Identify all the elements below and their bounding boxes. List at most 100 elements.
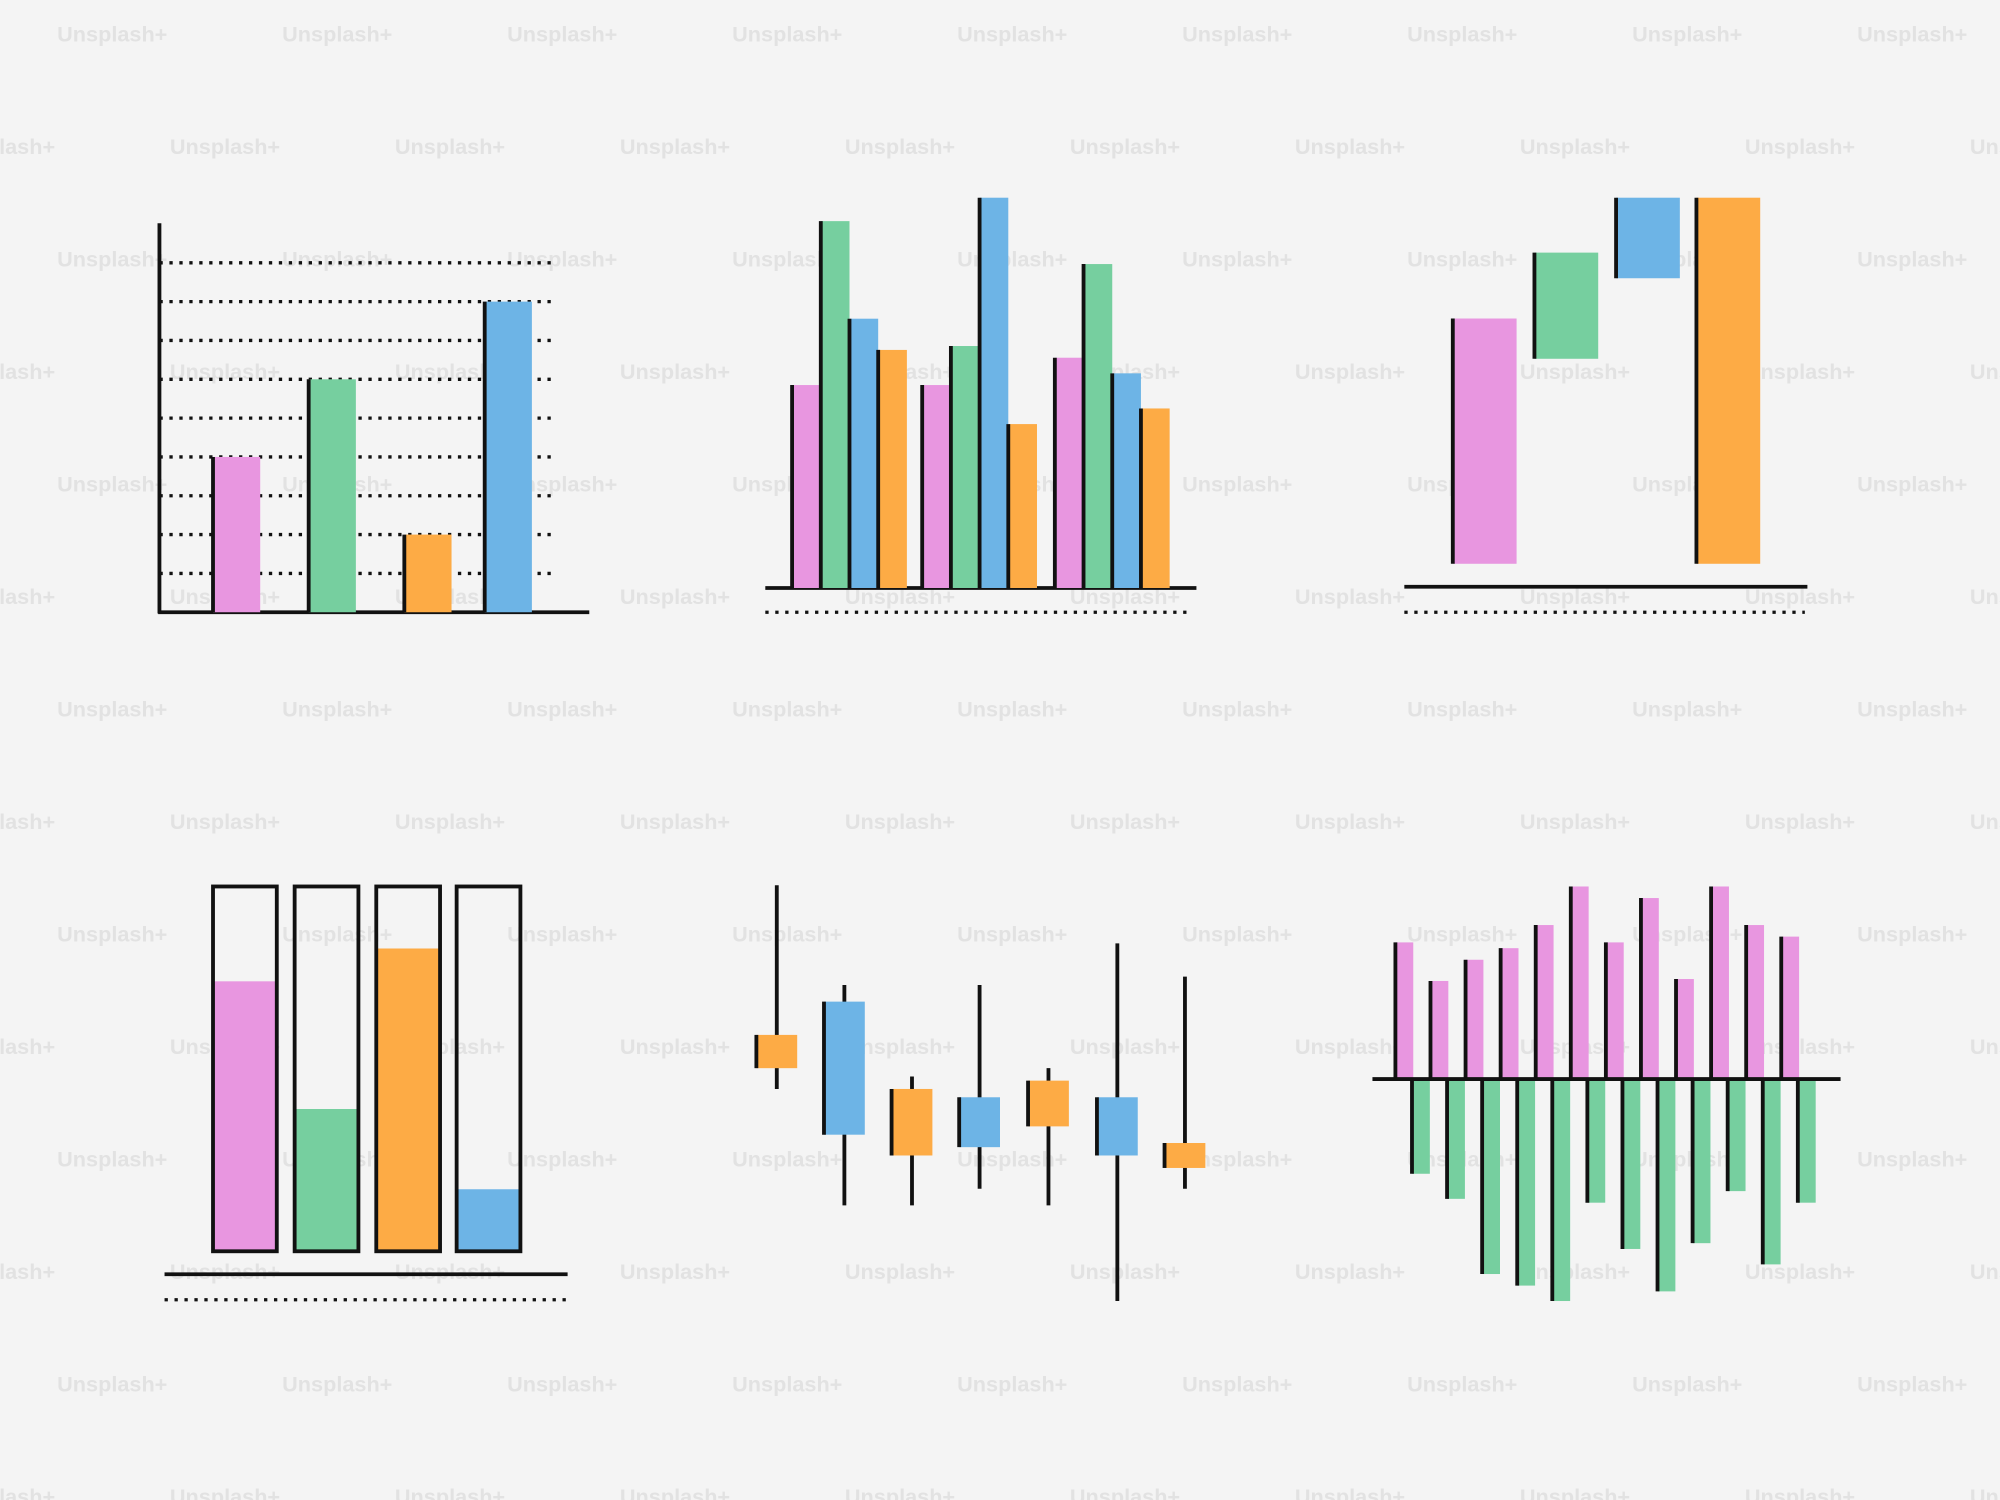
candle-body [959, 1097, 1000, 1148]
watermark: Unsplash+ [395, 809, 505, 834]
bar [1452, 318, 1517, 564]
bar-frame [454, 884, 523, 1254]
watermark: Unsplash+ [957, 696, 1067, 721]
watermark: Unsplash+ [507, 21, 617, 46]
watermark: Unsplash+ [620, 1484, 730, 1500]
watermark: Unsplash+ [732, 921, 842, 946]
bar [1054, 357, 1084, 589]
candle-body [1164, 1143, 1206, 1168]
watermark: Unsplash+ [620, 809, 730, 834]
watermark: Unsplash+ [1070, 1034, 1180, 1059]
watermark: Unsplash+ [845, 134, 955, 159]
bar [1517, 1079, 1536, 1286]
watermark: Unsplash+ [170, 134, 280, 159]
charts [159, 197, 1816, 1302]
watermark: Unsplash+ [1407, 21, 1517, 46]
bar [1552, 1079, 1571, 1302]
watermark: Unsplash+ [1970, 134, 2000, 159]
bar [1500, 948, 1519, 1080]
candle-body [891, 1088, 933, 1156]
watermark: Unsplash+ [282, 921, 392, 946]
watermark: Unsplash+ [957, 246, 1067, 271]
watermark: Unsplash+ [1632, 1146, 1742, 1171]
bar [1465, 959, 1484, 1080]
watermark: Unsplash+ [1407, 696, 1517, 721]
watermark: Unsplash+ [1857, 471, 1967, 496]
watermark: Unsplash+ [1857, 1371, 1967, 1396]
watermark: Unsplash+ [1970, 809, 2000, 834]
watermark: Unsplash+ [845, 1259, 955, 1284]
bar [456, 1189, 521, 1252]
watermark: Unsplash+ [57, 471, 167, 496]
bar [922, 385, 951, 589]
watermark: Unsplash+ [1857, 921, 1967, 946]
watermark: Unsplash+ [57, 1371, 167, 1396]
bar [213, 981, 277, 1252]
bar [849, 318, 879, 589]
watermark: Unsplash+ [1970, 584, 2000, 609]
bar [1696, 197, 1761, 564]
watermark: Unsplash+ [1745, 359, 1855, 384]
watermark: Unsplash+ [395, 1259, 505, 1284]
watermark: Unsplash+ [1182, 21, 1292, 46]
watermark: Unsplash+ [0, 809, 55, 834]
watermark: Unsplash+ [1182, 921, 1292, 946]
watermark: Unsplash+ [1295, 359, 1405, 384]
watermark: Unsplash+ [1632, 696, 1742, 721]
watermark: Unsplash+ [732, 1146, 842, 1171]
watermark: Unsplash+ [957, 921, 1067, 946]
watermark: Unsplash+ [1857, 696, 1967, 721]
bar [979, 197, 1009, 589]
watermark: Unsplash+ [957, 21, 1067, 46]
bar [1395, 942, 1414, 1080]
watermark: Unsplash+ [1295, 134, 1405, 159]
watermark: Unsplash+ [1857, 246, 1967, 271]
watermark: Unsplash+ [0, 1484, 55, 1500]
watermark: Unsplash+ [845, 1484, 955, 1500]
watermark: Unsplash+ [1295, 1484, 1405, 1500]
bar [404, 534, 452, 613]
watermark: Unsplash+ [282, 21, 392, 46]
bar [1605, 942, 1624, 1080]
watermark: Unsplash+ [1407, 246, 1517, 271]
bar [1711, 886, 1729, 1080]
bar [1622, 1079, 1641, 1249]
watermark: Unsplash+ [1857, 1146, 1967, 1171]
bar [1762, 1079, 1781, 1265]
bar [1112, 373, 1141, 589]
watermark: Unsplash+ [170, 1484, 280, 1500]
bar [1692, 1079, 1711, 1244]
watermark: Unsplash+ [395, 134, 505, 159]
watermark: Unsplash+ [0, 1034, 55, 1059]
watermark: Unsplash+ [170, 1259, 280, 1284]
bar [484, 301, 532, 613]
candle-body [756, 1034, 798, 1069]
bar [1008, 424, 1037, 589]
watermark: Unsplash+ [1295, 809, 1405, 834]
bar [1447, 1079, 1465, 1199]
watermark: Unsplash+ [282, 1371, 392, 1396]
watermark: Unsplash+ [1182, 471, 1292, 496]
watermark: Unsplash+ [620, 1259, 730, 1284]
watermark: Unsplash+ [282, 696, 392, 721]
watermark: Unsplash+ [1745, 1484, 1855, 1500]
watermark: Unsplash+ [282, 246, 392, 271]
watermark: Unsplash+ [57, 246, 167, 271]
watermark: Unsplash+ [1745, 809, 1855, 834]
bar [1411, 1079, 1430, 1174]
bar [1727, 1079, 1746, 1192]
bar [1570, 886, 1589, 1080]
bar [1676, 979, 1694, 1080]
watermark: Unsplash+ [620, 1034, 730, 1059]
watermark: Unsplash+ [170, 359, 280, 384]
bar [1616, 197, 1680, 279]
watermark: Unsplash+ [732, 696, 842, 721]
bar [1587, 1079, 1606, 1203]
bar-frame [292, 884, 361, 1254]
watermark: Unsplash+ [170, 809, 280, 834]
bar [1482, 1079, 1500, 1275]
watermark: Unsplash+ [1970, 359, 2000, 384]
bar [308, 379, 356, 613]
watermark: Unsplash+ [0, 1259, 55, 1284]
